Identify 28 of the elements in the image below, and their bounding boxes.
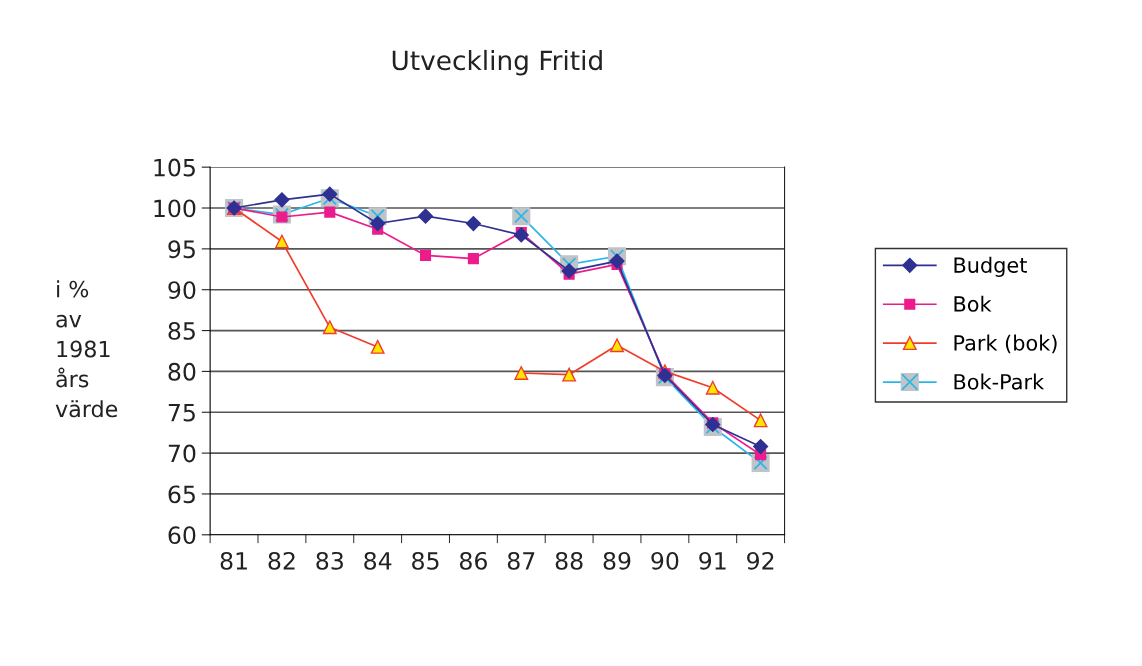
y-tick-label: 95 (168, 240, 195, 259)
x-tick-label: 84 (364, 551, 392, 570)
x-tick-label: 81 (220, 551, 247, 570)
x-tick-label: 89 (603, 551, 631, 570)
y-tick-label: 80 (168, 362, 196, 381)
y-tick-label: 100 (154, 199, 196, 218)
y-axis-title: i % av 1981 års värde (55, 280, 118, 418)
x-tick-label: 90 (651, 551, 679, 570)
chart-title: Utveckling Fritid (392, 49, 602, 76)
x-tick-label: 86 (459, 551, 487, 570)
y-tick-label: 75 (168, 404, 195, 422)
x-tick-label: 85 (412, 551, 439, 570)
legend-label: Bok-Park (954, 373, 1045, 390)
legend-label: Bok (954, 295, 992, 312)
x-tick-label: 88 (555, 551, 583, 570)
y-tick-label: 60 (168, 526, 196, 545)
x-tick-label: 92 (747, 551, 774, 570)
y-tick-label: 90 (168, 281, 196, 300)
x-tick-label: 83 (316, 551, 343, 570)
legend-label: Budget (954, 256, 1027, 277)
y-tick-label: 70 (168, 444, 196, 463)
y-tick-label: 105 (154, 158, 195, 177)
x-tick-label: 82 (268, 551, 295, 570)
x-tick-label: 87 (507, 551, 535, 570)
y-tick-label: 65 (168, 485, 195, 504)
y-tick-label: 85 (168, 322, 195, 340)
legend-label: Park (bok) (954, 334, 1057, 354)
x-tick-label: 91 (699, 551, 726, 570)
